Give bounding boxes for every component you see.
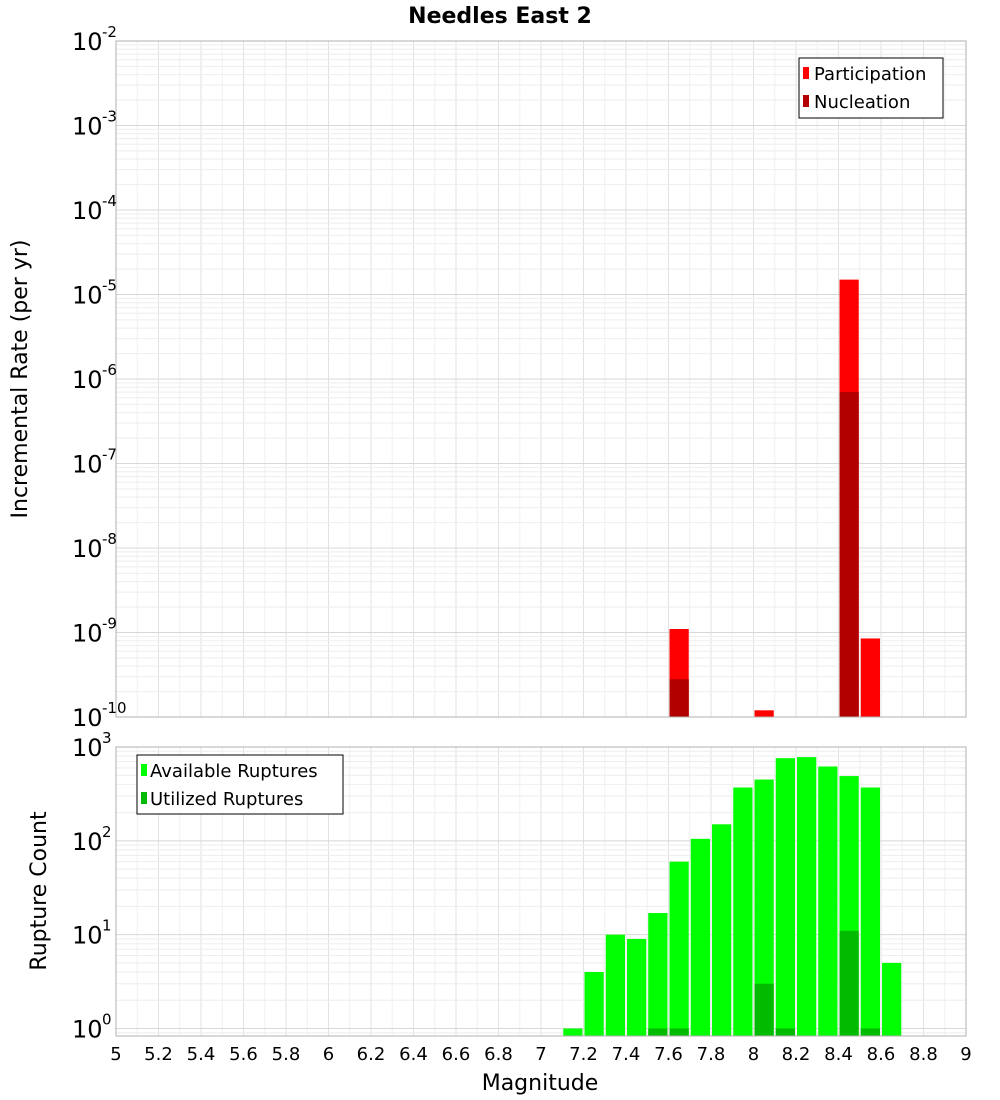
y-tick-label: 10 <box>72 113 103 141</box>
x-tick-label: 7.8 <box>697 1044 726 1065</box>
y-tick-label: 10 <box>72 282 103 310</box>
x-tick-label: 9 <box>960 1044 971 1065</box>
top-legend-box <box>798 57 944 119</box>
x-tick-label: 7.6 <box>654 1044 683 1065</box>
bar-available-ruptures <box>882 962 902 1036</box>
x-tick-label: 5 <box>110 1044 121 1065</box>
bar-utilized-ruptures <box>648 1028 668 1036</box>
x-tick-label: 8.2 <box>782 1044 811 1065</box>
x-tick-label: 7.4 <box>612 1044 641 1065</box>
y-tick-label: 10 <box>72 28 103 56</box>
bar-participation <box>860 638 880 717</box>
x-tick-label: 6.6 <box>442 1044 471 1065</box>
x-tick-label: 7 <box>535 1044 546 1065</box>
y-tick-label: 10 <box>72 451 103 479</box>
bar-utilized-ruptures <box>860 1028 880 1036</box>
y-tick-label: 10 <box>72 197 103 225</box>
top-bars <box>669 279 880 717</box>
y-tick-exponent: -9 <box>102 615 117 633</box>
bar-available-ruptures <box>584 972 604 1036</box>
y-tick-exponent: -5 <box>102 277 117 295</box>
y-tick-exponent: 2 <box>102 823 112 841</box>
top-y-ticks: 10-210-310-410-510-610-710-810-910-10 <box>72 23 127 732</box>
bar-available-ruptures <box>563 1028 583 1036</box>
bar-utilized-ruptures <box>775 1028 795 1036</box>
bar-available-ruptures <box>818 766 838 1036</box>
x-tick-label: 5.2 <box>144 1044 173 1065</box>
participation-swatch <box>803 67 809 79</box>
y-tick-exponent: -3 <box>102 108 117 126</box>
bottom-bars <box>563 757 902 1036</box>
bar-participation <box>754 710 774 717</box>
top-y-axis-label: Incremental Rate (per yr) <box>8 240 33 519</box>
bar-available-ruptures <box>733 787 753 1036</box>
x-tick-label: 6.2 <box>357 1044 386 1065</box>
x-tick-label: 6.4 <box>399 1044 428 1065</box>
x-tick-label: 8.8 <box>909 1044 938 1065</box>
bar-available-ruptures <box>797 757 817 1036</box>
y-tick-label: 10 <box>72 366 103 394</box>
bar-available-ruptures <box>669 861 689 1036</box>
y-tick-exponent: -6 <box>102 361 117 379</box>
legend-nucleation: Nucleation <box>814 92 910 113</box>
bar-available-ruptures <box>860 787 880 1036</box>
bar-available-ruptures <box>605 934 625 1036</box>
bar-nucleation <box>839 392 859 717</box>
y-tick-exponent: -2 <box>102 23 117 41</box>
y-tick-label: 10 <box>72 922 103 950</box>
y-tick-exponent: -8 <box>102 530 117 548</box>
bar-nucleation <box>669 679 689 717</box>
y-tick-label: 10 <box>72 1015 103 1043</box>
x-tick-label: 8.4 <box>824 1044 853 1065</box>
x-tick-label: 5.6 <box>229 1044 258 1065</box>
y-tick-label: 10 <box>72 734 103 762</box>
x-tick-label: 5.8 <box>272 1044 301 1065</box>
legend-participation: Participation <box>814 64 926 85</box>
y-tick-exponent: 1 <box>102 917 112 935</box>
y-tick-exponent: -7 <box>102 446 117 464</box>
bar-available-ruptures <box>690 838 710 1036</box>
legend-utilized-ruptures: Utilized Ruptures <box>150 789 303 810</box>
y-tick-label: 10 <box>72 704 103 732</box>
bottom-legend: Available Ruptures Utilized Ruptures <box>136 754 344 815</box>
bar-available-ruptures <box>712 824 732 1036</box>
y-tick-label: 10 <box>72 828 103 856</box>
bottom-y-axis-label: Rupture Count <box>27 811 52 971</box>
x-tick-label: 7.2 <box>569 1044 598 1065</box>
bottom-legend-box <box>136 754 344 815</box>
legend-available-ruptures: Available Ruptures <box>150 761 318 782</box>
bar-utilized-ruptures <box>754 983 774 1036</box>
x-tick-label: 6.8 <box>484 1044 513 1065</box>
top-gridlines <box>115 40 967 718</box>
x-tick-label: 8 <box>748 1044 759 1065</box>
bottom-plot-frame <box>115 746 967 1037</box>
x-ticks: 5 5.2 5.4 5.6 5.8 6 6.2 6.4 6.6 6.8 7 7.2 7.4 7.6 7.8 8… <box>110 1044 971 1065</box>
bar-available-ruptures <box>627 938 647 1036</box>
bar-available-ruptures <box>648 913 668 1036</box>
x-tick-label: 8.6 <box>867 1044 896 1065</box>
available-swatch <box>141 764 147 776</box>
bar-available-ruptures <box>754 779 774 1036</box>
chart-title: Needles East 2 <box>408 4 592 29</box>
x-tick-label: 6 <box>323 1044 334 1065</box>
y-tick-exponent: -10 <box>102 699 127 717</box>
top-plot-frame <box>115 40 967 718</box>
top-panel: 10-210-310-410-510-610-710-810-910-10 In… <box>8 23 967 732</box>
y-tick-exponent: 0 <box>102 1010 112 1028</box>
y-tick-exponent: 3 <box>102 729 112 747</box>
bar-utilized-ruptures <box>669 1028 689 1036</box>
y-tick-label: 10 <box>72 535 103 563</box>
nucleation-swatch <box>803 95 809 107</box>
bar-utilized-ruptures <box>839 930 859 1036</box>
bar-available-ruptures <box>775 758 795 1036</box>
y-tick-label: 10 <box>72 620 103 648</box>
y-tick-exponent: -4 <box>102 192 117 210</box>
x-tick-label: 5.4 <box>187 1044 216 1065</box>
x-axis-label: Magnitude <box>482 1071 599 1096</box>
utilized-swatch <box>141 792 147 804</box>
top-legend: Participation Nucleation <box>798 57 944 119</box>
